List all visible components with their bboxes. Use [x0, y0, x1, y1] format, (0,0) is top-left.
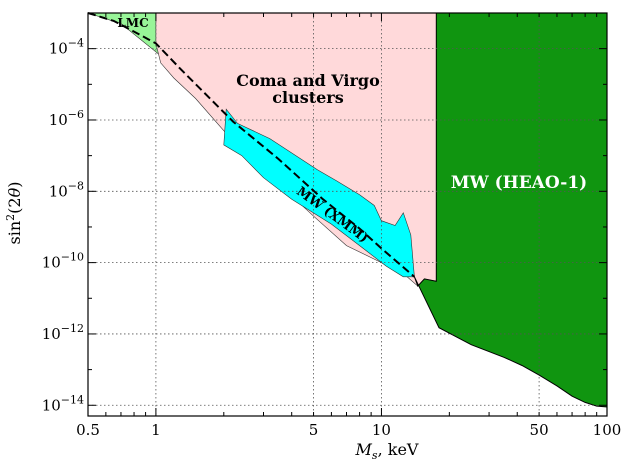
y-tick-label-5: 10−14 — [42, 393, 84, 414]
x-tick-label-3: 10 — [372, 421, 391, 439]
y-tick-label-2: 10−8 — [49, 179, 84, 200]
x-tick-label-2: 5 — [309, 421, 319, 439]
x-tick-label-5: 100 — [593, 421, 621, 439]
dashed-line — [87, 12, 416, 278]
region-mw-heao-1 — [413, 12, 608, 408]
line-layer — [87, 12, 416, 278]
grid-layer — [88, 13, 607, 416]
y-axis-label: sin2(2θ) — [4, 182, 24, 245]
x-axis-label: Ms, keV — [355, 440, 419, 462]
region-mw-xmm — [223, 108, 415, 278]
region-label-mw-heao: MW (HEAO-1) — [451, 173, 587, 193]
y-tick-label-4: 10−12 — [42, 322, 84, 343]
ticks-layer — [87, 12, 608, 416]
x-tick-label-1: 1 — [151, 421, 161, 439]
region-label-coma-virgo: Coma and Virgo clusters — [236, 71, 380, 107]
y-tick-label-1: 10−6 — [49, 108, 84, 129]
x-tick-label-4: 50 — [530, 421, 549, 439]
x-tick-label-0: 0.5 — [76, 421, 100, 439]
y-tick-label-0: 10−4 — [49, 37, 84, 58]
y-tick-label-3: 10−10 — [42, 251, 84, 272]
plot-frame — [87, 12, 608, 417]
regions-layer — [87, 12, 608, 408]
labels-layer: 0.5 1 5 10 50 100 10−4 10−6 10−8 10−10 10−12 10−14 — [42, 37, 621, 439]
region-label-lmc: LMC — [117, 16, 148, 30]
